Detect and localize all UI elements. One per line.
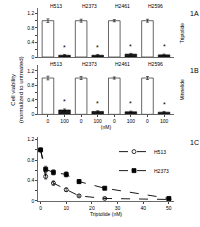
svg-text:0.8: 0.8 xyxy=(27,82,34,88)
svg-text:1C: 1C xyxy=(190,139,199,146)
svg-text:0.8: 0.8 xyxy=(27,157,34,163)
svg-text:Cell viability(normalized to u: Cell viability(normalized to untreated) xyxy=(10,56,24,123)
svg-text:0: 0 xyxy=(31,198,34,204)
svg-text:Triptolide: Triptolide xyxy=(179,23,185,44)
svg-text:H513: H513 xyxy=(154,149,166,155)
svg-text:H513: H513 xyxy=(50,3,62,9)
svg-text:0.4: 0.4 xyxy=(27,177,34,183)
svg-text:10: 10 xyxy=(63,205,69,211)
svg-text:*: * xyxy=(129,43,132,50)
svg-text:H513: H513 xyxy=(50,61,62,67)
svg-text:1B: 1B xyxy=(190,67,199,74)
svg-text:50: 50 xyxy=(166,205,172,211)
svg-text:H2461: H2461 xyxy=(115,3,130,9)
svg-text:100: 100 xyxy=(94,118,103,124)
svg-text:H2596: H2596 xyxy=(148,3,163,9)
svg-text:(nM): (nM) xyxy=(101,124,112,130)
svg-text:30: 30 xyxy=(115,205,121,211)
svg-text:H2373: H2373 xyxy=(82,61,97,67)
svg-text:*: * xyxy=(163,43,166,50)
svg-text:0.4: 0.4 xyxy=(27,97,34,103)
svg-text:1A: 1A xyxy=(190,10,199,17)
svg-text:*: * xyxy=(129,100,132,107)
svg-text:100: 100 xyxy=(60,118,69,124)
svg-text:H2596: H2596 xyxy=(148,61,163,67)
svg-text:1.2: 1.2 xyxy=(27,68,34,74)
svg-text:*: * xyxy=(96,44,99,51)
svg-text:H2373: H2373 xyxy=(82,3,97,9)
svg-text:100: 100 xyxy=(127,118,136,124)
svg-text:0: 0 xyxy=(146,118,149,124)
svg-text:1.2: 1.2 xyxy=(27,10,34,16)
svg-text:Minnelide: Minnelide xyxy=(179,79,185,101)
svg-text:0: 0 xyxy=(47,118,50,124)
svg-text:*: * xyxy=(163,101,166,108)
svg-text:1.2: 1.2 xyxy=(27,136,34,142)
svg-text:H2461: H2461 xyxy=(115,61,130,67)
svg-text:0: 0 xyxy=(31,111,34,117)
svg-text:0: 0 xyxy=(80,118,83,124)
svg-text:0: 0 xyxy=(113,118,116,124)
svg-text:20: 20 xyxy=(89,205,95,211)
svg-text:*: * xyxy=(96,100,99,107)
svg-text:40: 40 xyxy=(140,205,146,211)
svg-text:*: * xyxy=(63,44,66,51)
svg-text:H2373: H2373 xyxy=(154,168,169,174)
svg-text:0.8: 0.8 xyxy=(27,25,34,31)
svg-text:0.4: 0.4 xyxy=(27,39,34,45)
svg-text:100: 100 xyxy=(160,118,169,124)
svg-text:*: * xyxy=(63,98,66,105)
svg-text:Triptolide (nM): Triptolide (nM) xyxy=(90,211,122,217)
svg-text:0: 0 xyxy=(39,205,42,211)
svg-text:0: 0 xyxy=(31,54,34,60)
